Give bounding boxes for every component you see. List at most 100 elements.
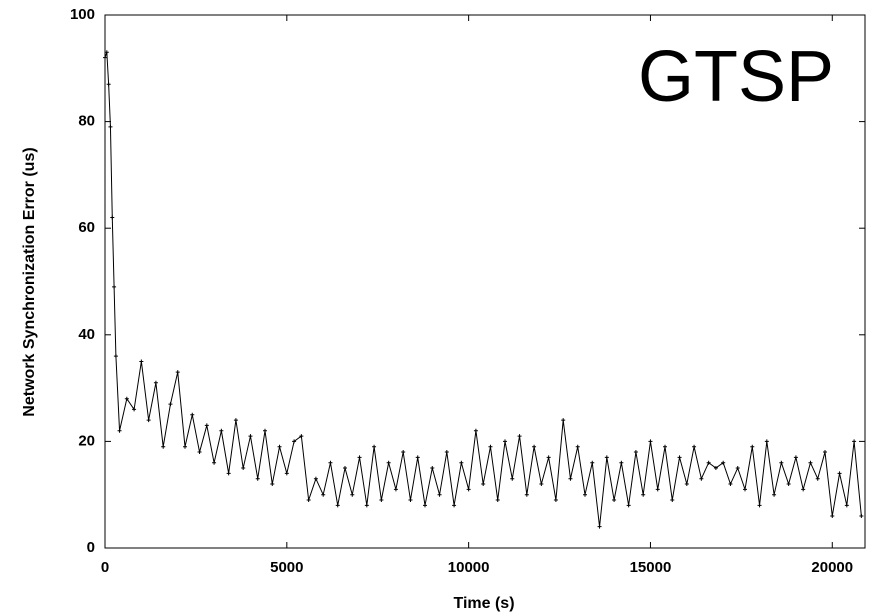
data-point bbox=[444, 450, 449, 455]
data-point bbox=[546, 455, 551, 460]
data-point bbox=[108, 124, 113, 129]
data-point bbox=[735, 466, 740, 471]
data-point bbox=[106, 82, 111, 87]
data-point bbox=[284, 471, 289, 476]
data-point bbox=[386, 460, 391, 465]
data-point bbox=[430, 466, 435, 471]
data-point bbox=[241, 466, 246, 471]
data-point bbox=[321, 492, 326, 497]
data-point bbox=[263, 428, 267, 433]
data-point bbox=[364, 503, 369, 508]
data-point bbox=[132, 407, 137, 412]
data-point bbox=[219, 428, 224, 433]
data-point bbox=[408, 498, 413, 503]
y-axis-label: Network Synchronization Error (us) bbox=[21, 147, 38, 416]
data-point bbox=[168, 402, 173, 407]
data-point bbox=[113, 354, 118, 359]
data-point bbox=[852, 439, 857, 444]
data-point bbox=[844, 503, 849, 508]
data-point bbox=[561, 418, 566, 423]
x-tick-label: 20000 bbox=[811, 559, 853, 576]
data-point bbox=[161, 444, 166, 449]
data-point bbox=[328, 460, 333, 465]
data-point bbox=[815, 476, 820, 481]
data-point bbox=[270, 482, 275, 487]
data-point bbox=[175, 370, 180, 375]
data-point bbox=[357, 455, 362, 460]
data-point bbox=[226, 471, 231, 476]
y-tick-label: 100 bbox=[70, 6, 95, 23]
data-point bbox=[772, 492, 777, 497]
data-point bbox=[153, 380, 158, 385]
annotation: GTSP bbox=[638, 37, 834, 117]
data-point bbox=[415, 455, 420, 460]
data-point bbox=[612, 498, 617, 503]
data-line bbox=[104, 52, 862, 527]
data-point bbox=[692, 444, 697, 449]
y-tick-label: 0 bbox=[87, 539, 95, 556]
data-point bbox=[495, 498, 500, 503]
data-point bbox=[335, 503, 340, 508]
data-point bbox=[583, 492, 587, 497]
data-point bbox=[139, 359, 144, 364]
data-point bbox=[103, 55, 107, 60]
data-point bbox=[539, 482, 544, 487]
data-point bbox=[721, 460, 726, 465]
plot-frame bbox=[104, 14, 866, 549]
data-point bbox=[466, 487, 471, 492]
data-point bbox=[655, 487, 660, 492]
y-tick-label: 60 bbox=[78, 219, 95, 236]
x-tick-label: 10000 bbox=[448, 559, 490, 576]
data-point bbox=[597, 524, 602, 529]
data-point bbox=[677, 455, 682, 460]
data-point bbox=[801, 487, 806, 492]
data-point bbox=[837, 471, 842, 476]
data-point bbox=[459, 460, 464, 465]
data-point bbox=[146, 418, 151, 423]
data-point bbox=[204, 423, 209, 428]
data-point bbox=[343, 466, 347, 471]
data-point bbox=[532, 444, 537, 449]
data-point bbox=[212, 460, 217, 465]
data-point bbox=[619, 460, 624, 465]
data-point bbox=[641, 492, 646, 497]
data-point bbox=[112, 284, 117, 289]
data-point bbox=[401, 450, 406, 455]
data-point bbox=[299, 434, 304, 439]
data-point bbox=[743, 487, 747, 492]
data-point bbox=[786, 482, 791, 487]
x-tick-label: 0 bbox=[101, 559, 109, 576]
data-point bbox=[255, 476, 260, 481]
data-point bbox=[779, 460, 784, 465]
data-point bbox=[713, 466, 718, 471]
data-point bbox=[648, 439, 653, 444]
data-point bbox=[437, 492, 442, 497]
data-point bbox=[663, 444, 667, 449]
y-tick-label: 40 bbox=[78, 326, 95, 343]
data-point bbox=[823, 450, 827, 455]
data-point bbox=[379, 498, 384, 503]
data-point bbox=[197, 450, 202, 455]
data-point bbox=[764, 439, 769, 444]
data-point bbox=[517, 434, 522, 439]
y-tick-label: 80 bbox=[78, 113, 95, 130]
data-point bbox=[553, 498, 558, 503]
data-point bbox=[277, 444, 282, 449]
data-point bbox=[706, 460, 711, 465]
data-point bbox=[350, 492, 355, 497]
data-point bbox=[481, 482, 486, 487]
data-point bbox=[503, 439, 507, 444]
data-point bbox=[393, 487, 398, 492]
data-point bbox=[124, 396, 129, 401]
x-axis-label: Time (s) bbox=[453, 595, 514, 612]
data-point bbox=[510, 476, 515, 481]
data-point bbox=[626, 503, 631, 508]
data-point bbox=[306, 498, 311, 503]
data-point bbox=[473, 428, 478, 433]
data-point bbox=[524, 492, 529, 497]
data-point bbox=[183, 444, 187, 449]
data-point bbox=[684, 482, 689, 487]
data-point bbox=[699, 476, 704, 481]
data-point bbox=[488, 444, 493, 449]
